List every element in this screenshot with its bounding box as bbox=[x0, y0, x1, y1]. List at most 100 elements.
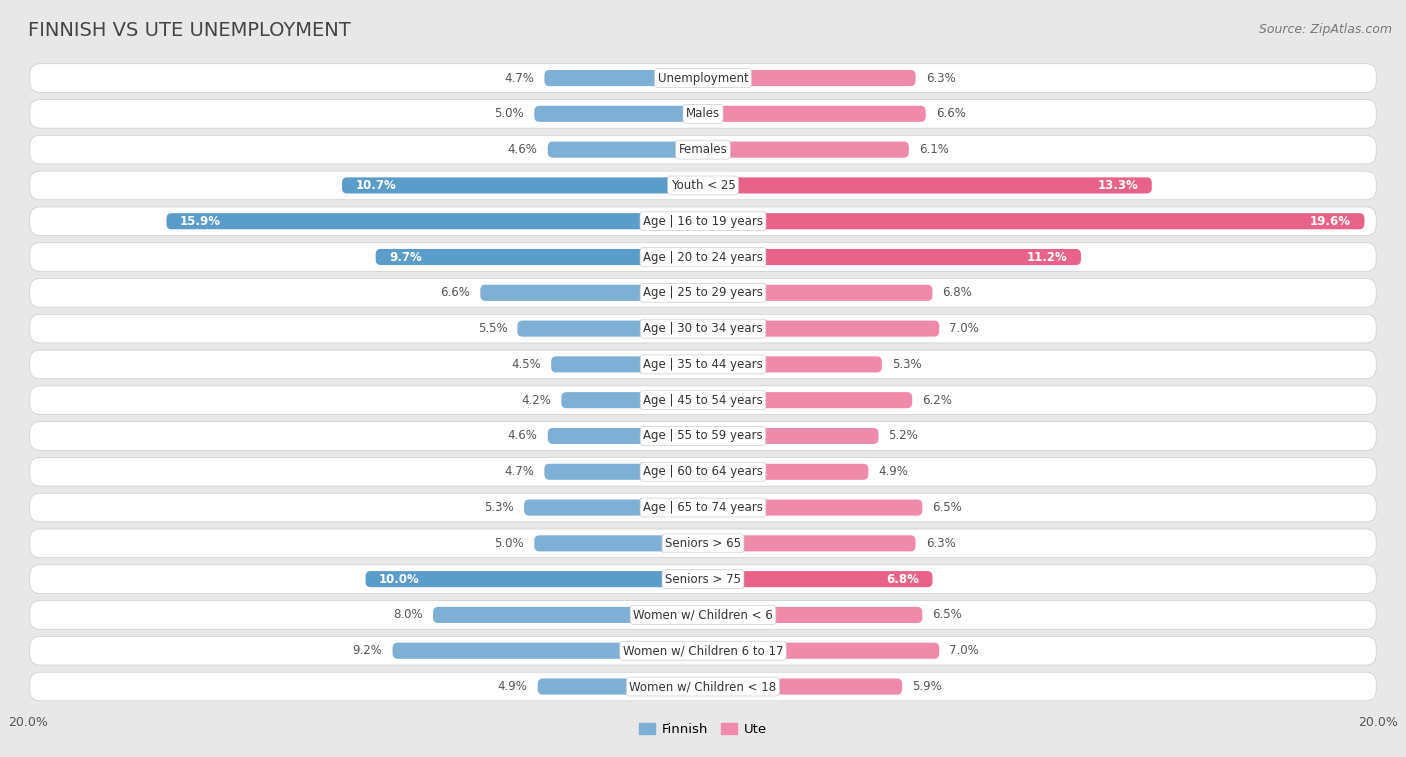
Text: 6.6%: 6.6% bbox=[936, 107, 966, 120]
Text: 7.0%: 7.0% bbox=[949, 644, 979, 657]
Text: 5.3%: 5.3% bbox=[891, 358, 921, 371]
Text: 5.5%: 5.5% bbox=[478, 322, 508, 335]
Text: 4.6%: 4.6% bbox=[508, 143, 537, 156]
FancyBboxPatch shape bbox=[703, 177, 1152, 194]
Text: 6.3%: 6.3% bbox=[925, 72, 956, 85]
FancyBboxPatch shape bbox=[30, 314, 1376, 343]
Text: 6.5%: 6.5% bbox=[932, 501, 962, 514]
Text: Age | 30 to 34 years: Age | 30 to 34 years bbox=[643, 322, 763, 335]
FancyBboxPatch shape bbox=[703, 392, 912, 408]
FancyBboxPatch shape bbox=[30, 494, 1376, 522]
Text: Youth < 25: Youth < 25 bbox=[671, 179, 735, 192]
FancyBboxPatch shape bbox=[166, 213, 703, 229]
Text: 11.2%: 11.2% bbox=[1026, 251, 1067, 263]
FancyBboxPatch shape bbox=[703, 678, 903, 695]
Text: 7.0%: 7.0% bbox=[949, 322, 979, 335]
Text: 6.8%: 6.8% bbox=[886, 572, 920, 586]
FancyBboxPatch shape bbox=[544, 70, 703, 86]
FancyBboxPatch shape bbox=[30, 350, 1376, 378]
Text: 4.9%: 4.9% bbox=[498, 680, 527, 693]
Text: 10.0%: 10.0% bbox=[380, 572, 420, 586]
Text: Age | 35 to 44 years: Age | 35 to 44 years bbox=[643, 358, 763, 371]
Text: 4.7%: 4.7% bbox=[505, 466, 534, 478]
Text: 15.9%: 15.9% bbox=[180, 215, 221, 228]
FancyBboxPatch shape bbox=[30, 386, 1376, 415]
Text: FINNISH VS UTE UNEMPLOYMENT: FINNISH VS UTE UNEMPLOYMENT bbox=[28, 21, 352, 40]
Text: 9.2%: 9.2% bbox=[353, 644, 382, 657]
FancyBboxPatch shape bbox=[703, 535, 915, 551]
Text: 5.0%: 5.0% bbox=[495, 107, 524, 120]
FancyBboxPatch shape bbox=[342, 177, 703, 194]
FancyBboxPatch shape bbox=[30, 529, 1376, 558]
FancyBboxPatch shape bbox=[30, 422, 1376, 450]
Text: 6.2%: 6.2% bbox=[922, 394, 952, 407]
FancyBboxPatch shape bbox=[703, 571, 932, 587]
FancyBboxPatch shape bbox=[703, 607, 922, 623]
FancyBboxPatch shape bbox=[534, 106, 703, 122]
Text: 13.3%: 13.3% bbox=[1098, 179, 1139, 192]
FancyBboxPatch shape bbox=[30, 99, 1376, 128]
Text: Seniors > 65: Seniors > 65 bbox=[665, 537, 741, 550]
Text: Age | 20 to 24 years: Age | 20 to 24 years bbox=[643, 251, 763, 263]
Text: Women w/ Children < 6: Women w/ Children < 6 bbox=[633, 609, 773, 621]
FancyBboxPatch shape bbox=[30, 637, 1376, 665]
Text: Women w/ Children 6 to 17: Women w/ Children 6 to 17 bbox=[623, 644, 783, 657]
FancyBboxPatch shape bbox=[30, 64, 1376, 92]
FancyBboxPatch shape bbox=[30, 600, 1376, 629]
FancyBboxPatch shape bbox=[548, 142, 703, 157]
Legend: Finnish, Ute: Finnish, Ute bbox=[634, 718, 772, 741]
Text: Age | 60 to 64 years: Age | 60 to 64 years bbox=[643, 466, 763, 478]
Text: Source: ZipAtlas.com: Source: ZipAtlas.com bbox=[1258, 23, 1392, 36]
FancyBboxPatch shape bbox=[30, 457, 1376, 486]
FancyBboxPatch shape bbox=[30, 207, 1376, 235]
Text: 6.3%: 6.3% bbox=[925, 537, 956, 550]
Text: 6.8%: 6.8% bbox=[942, 286, 973, 299]
FancyBboxPatch shape bbox=[544, 464, 703, 480]
Text: Age | 16 to 19 years: Age | 16 to 19 years bbox=[643, 215, 763, 228]
Text: 4.6%: 4.6% bbox=[508, 429, 537, 443]
Text: 9.7%: 9.7% bbox=[389, 251, 422, 263]
FancyBboxPatch shape bbox=[703, 464, 869, 480]
Text: Age | 55 to 59 years: Age | 55 to 59 years bbox=[643, 429, 763, 443]
FancyBboxPatch shape bbox=[392, 643, 703, 659]
FancyBboxPatch shape bbox=[703, 285, 932, 301]
Text: 5.9%: 5.9% bbox=[912, 680, 942, 693]
FancyBboxPatch shape bbox=[30, 672, 1376, 701]
Text: Women w/ Children < 18: Women w/ Children < 18 bbox=[630, 680, 776, 693]
FancyBboxPatch shape bbox=[30, 565, 1376, 593]
Text: Age | 25 to 29 years: Age | 25 to 29 years bbox=[643, 286, 763, 299]
FancyBboxPatch shape bbox=[703, 357, 882, 372]
Text: Age | 65 to 74 years: Age | 65 to 74 years bbox=[643, 501, 763, 514]
FancyBboxPatch shape bbox=[703, 320, 939, 337]
Text: 4.2%: 4.2% bbox=[522, 394, 551, 407]
Text: 5.2%: 5.2% bbox=[889, 429, 918, 443]
FancyBboxPatch shape bbox=[375, 249, 703, 265]
FancyBboxPatch shape bbox=[703, 70, 915, 86]
FancyBboxPatch shape bbox=[703, 643, 939, 659]
Text: Seniors > 75: Seniors > 75 bbox=[665, 572, 741, 586]
FancyBboxPatch shape bbox=[703, 213, 1364, 229]
FancyBboxPatch shape bbox=[366, 571, 703, 587]
FancyBboxPatch shape bbox=[703, 500, 922, 516]
Text: 8.0%: 8.0% bbox=[394, 609, 423, 621]
Text: 6.1%: 6.1% bbox=[920, 143, 949, 156]
FancyBboxPatch shape bbox=[703, 142, 908, 157]
Text: Age | 45 to 54 years: Age | 45 to 54 years bbox=[643, 394, 763, 407]
Text: 4.7%: 4.7% bbox=[505, 72, 534, 85]
FancyBboxPatch shape bbox=[703, 249, 1081, 265]
Text: 4.5%: 4.5% bbox=[512, 358, 541, 371]
Text: 4.9%: 4.9% bbox=[879, 466, 908, 478]
Text: 10.7%: 10.7% bbox=[356, 179, 396, 192]
Text: 6.6%: 6.6% bbox=[440, 286, 470, 299]
FancyBboxPatch shape bbox=[537, 678, 703, 695]
FancyBboxPatch shape bbox=[548, 428, 703, 444]
FancyBboxPatch shape bbox=[30, 243, 1376, 271]
FancyBboxPatch shape bbox=[524, 500, 703, 516]
FancyBboxPatch shape bbox=[703, 428, 879, 444]
FancyBboxPatch shape bbox=[433, 607, 703, 623]
FancyBboxPatch shape bbox=[481, 285, 703, 301]
FancyBboxPatch shape bbox=[551, 357, 703, 372]
FancyBboxPatch shape bbox=[534, 535, 703, 551]
Text: Females: Females bbox=[679, 143, 727, 156]
Text: 5.3%: 5.3% bbox=[485, 501, 515, 514]
